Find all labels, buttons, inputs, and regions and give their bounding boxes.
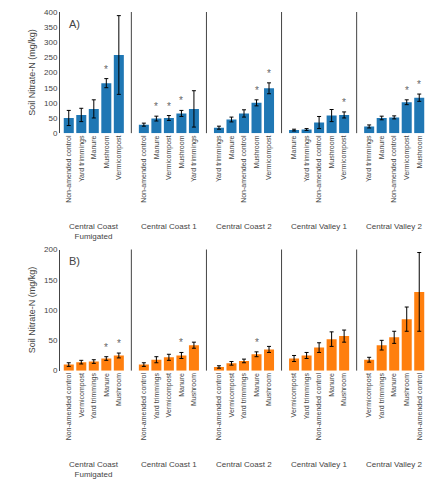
svg-text:Non-amended control: Non-amended control bbox=[315, 135, 322, 203]
svg-text:Central Coast 2: Central Coast 2 bbox=[216, 222, 272, 231]
svg-text:Mushroom: Mushroom bbox=[340, 373, 347, 406]
svg-text:Vermicompost: Vermicompost bbox=[228, 373, 236, 417]
svg-text:Central CoastFumigated: Central CoastFumigated bbox=[69, 222, 119, 241]
svg-text:Mushroom: Mushroom bbox=[178, 135, 185, 168]
svg-text:Manure: Manure bbox=[378, 135, 385, 159]
svg-text:Mushroom: Mushroom bbox=[115, 373, 122, 406]
svg-text:Central CoastFumigated: Central CoastFumigated bbox=[69, 460, 119, 479]
svg-text:B): B) bbox=[69, 255, 80, 267]
svg-text:Vermicompost: Vermicompost bbox=[78, 373, 86, 417]
svg-text:Manure: Manure bbox=[290, 135, 297, 159]
svg-text:Manure: Manure bbox=[90, 135, 97, 159]
svg-text:*: * bbox=[255, 337, 259, 348]
svg-text:Manure: Manure bbox=[103, 373, 110, 397]
svg-text:200: 200 bbox=[44, 68, 58, 77]
svg-text:Vermicompost: Vermicompost bbox=[115, 135, 123, 179]
svg-text:Non-amended control: Non-amended control bbox=[140, 135, 147, 203]
svg-text:*: * bbox=[417, 79, 421, 90]
svg-text:Mushroom: Mushroom bbox=[253, 135, 260, 168]
svg-text:Vermicompost: Vermicompost bbox=[403, 135, 411, 179]
svg-text:Mushroom: Mushroom bbox=[328, 135, 335, 168]
svg-text:Soil Nitrate-N (mg/kg): Soil Nitrate-N (mg/kg) bbox=[27, 29, 37, 116]
svg-text:400: 400 bbox=[44, 8, 58, 17]
svg-text:*: * bbox=[179, 337, 183, 348]
svg-text:350: 350 bbox=[44, 23, 58, 32]
svg-text:*: * bbox=[179, 95, 183, 106]
svg-text:Manure: Manure bbox=[253, 373, 260, 397]
svg-text:Soil Nitrate-N (mg/kg): Soil Nitrate-N (mg/kg) bbox=[27, 267, 37, 354]
svg-text:*: * bbox=[255, 85, 259, 96]
svg-text:Yard trimmings: Yard trimmings bbox=[190, 135, 198, 182]
svg-text:*: * bbox=[154, 101, 158, 112]
svg-text:Yard trimmings: Yard trimmings bbox=[78, 135, 86, 182]
svg-text:*: * bbox=[342, 97, 346, 108]
svg-text:150: 150 bbox=[44, 84, 58, 93]
svg-text:Central Valley 1: Central Valley 1 bbox=[291, 460, 347, 469]
svg-text:Mushroom: Mushroom bbox=[403, 373, 410, 406]
svg-text:Manure: Manure bbox=[228, 135, 235, 159]
svg-text:Non-amended control: Non-amended control bbox=[416, 373, 423, 441]
svg-text:Manure: Manure bbox=[178, 373, 185, 397]
svg-text:Yard trimmings: Yard trimmings bbox=[215, 135, 223, 182]
svg-text:A): A) bbox=[69, 18, 80, 30]
svg-text:Mushroom: Mushroom bbox=[265, 373, 272, 406]
svg-text:150: 150 bbox=[44, 276, 58, 285]
svg-text:Central Valley 2: Central Valley 2 bbox=[366, 460, 422, 469]
svg-text:Mushroom: Mushroom bbox=[190, 373, 197, 406]
svg-text:Central Coast 1: Central Coast 1 bbox=[141, 222, 197, 231]
svg-text:Yard trimmings: Yard trimmings bbox=[153, 373, 161, 420]
svg-text:Central Coast 2: Central Coast 2 bbox=[216, 460, 272, 469]
svg-text:Yard trimmings: Yard trimmings bbox=[303, 373, 311, 420]
svg-text:*: * bbox=[104, 342, 108, 353]
svg-text:Non-amended control: Non-amended control bbox=[140, 373, 147, 441]
svg-text:Yard trimmings: Yard trimmings bbox=[303, 135, 311, 182]
svg-text:*: * bbox=[104, 64, 108, 75]
svg-text:*: * bbox=[167, 101, 171, 112]
svg-text:Mushroom: Mushroom bbox=[103, 135, 110, 168]
svg-text:100: 100 bbox=[44, 99, 58, 108]
svg-text:Manure: Manure bbox=[153, 135, 160, 159]
svg-text:100: 100 bbox=[44, 306, 58, 315]
svg-text:Non-amended control: Non-amended control bbox=[315, 373, 322, 441]
svg-text:Non-amended control: Non-amended control bbox=[65, 373, 72, 441]
svg-text:Non-amended control: Non-amended control bbox=[390, 135, 397, 203]
svg-text:Vermicompost: Vermicompost bbox=[290, 373, 298, 417]
svg-text:Non-amended control: Non-amended control bbox=[240, 135, 247, 203]
svg-text:50: 50 bbox=[48, 114, 57, 123]
svg-text:300: 300 bbox=[44, 38, 58, 47]
svg-text:Manure: Manure bbox=[328, 373, 335, 397]
svg-text:Central Valley 2: Central Valley 2 bbox=[366, 222, 422, 231]
svg-text:Yard trimmings: Yard trimmings bbox=[365, 135, 373, 182]
svg-text:250: 250 bbox=[44, 53, 58, 62]
svg-text:Vermicompost: Vermicompost bbox=[265, 135, 273, 179]
svg-text:Central Valley 1: Central Valley 1 bbox=[291, 222, 347, 231]
svg-text:Vermicompost: Vermicompost bbox=[165, 135, 173, 179]
svg-text:Central Coast 1: Central Coast 1 bbox=[141, 460, 197, 469]
svg-text:Yard trimmings: Yard trimmings bbox=[90, 373, 98, 420]
svg-text:0: 0 bbox=[53, 129, 58, 138]
svg-text:Yard trimmings: Yard trimmings bbox=[240, 373, 248, 420]
svg-text:*: * bbox=[267, 68, 271, 79]
svg-text:Mushroom: Mushroom bbox=[416, 135, 423, 168]
svg-text:0: 0 bbox=[53, 366, 58, 375]
svg-text:Vermicompost: Vermicompost bbox=[340, 135, 348, 179]
svg-text:200: 200 bbox=[44, 245, 58, 254]
svg-text:50: 50 bbox=[48, 336, 57, 345]
svg-text:Vermicompost: Vermicompost bbox=[365, 373, 373, 417]
svg-text:Manure: Manure bbox=[390, 373, 397, 397]
svg-text:Yard trimmings: Yard trimmings bbox=[378, 373, 386, 420]
svg-text:*: * bbox=[405, 85, 409, 96]
svg-text:Vermicompost: Vermicompost bbox=[165, 373, 173, 417]
svg-text:Non-amended control: Non-amended control bbox=[65, 135, 72, 203]
svg-text:*: * bbox=[117, 338, 121, 349]
svg-text:Non-amended control: Non-amended control bbox=[215, 373, 222, 441]
